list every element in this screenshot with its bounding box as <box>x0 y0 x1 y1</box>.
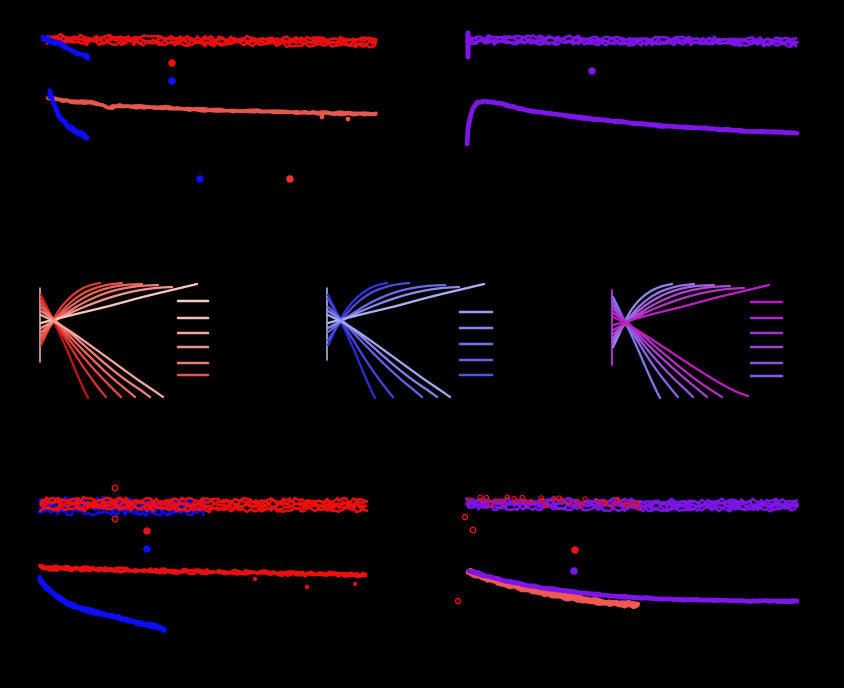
bottom-right-red-scatter-circles <box>504 494 511 501</box>
bottom-right-red-scatter-circles <box>521 498 528 505</box>
top-left-salmon-trace <box>46 96 378 117</box>
bottom-right-red-scatter-circles <box>601 499 607 505</box>
bottom-right-red-scatter-circles <box>499 498 506 504</box>
bottom-right-red-scatter-circles <box>578 502 585 509</box>
bottom-right-purple-noisy-trace <box>466 504 798 513</box>
bottom-right-red-scatter-circles <box>574 498 580 505</box>
bottom-right-red-edge-circle-3 <box>454 597 462 605</box>
panel-mid-center <box>326 281 494 400</box>
top-right-legend-marker-purple <box>588 67 596 75</box>
bottom-right-red-scatter-circles <box>513 498 520 505</box>
bottom-right-red-scatter-circles <box>538 495 545 501</box>
panel-mid-right <box>611 282 784 400</box>
bottom-left-red-outlier-circle-1 <box>111 484 119 492</box>
mid-right-down-curve-6 <box>611 315 750 398</box>
top-left-blue-decay-segment <box>41 38 91 62</box>
top-left-red-noisy-trace <box>45 39 377 49</box>
top-left-blue-decay-curve <box>47 91 90 141</box>
bottom-left-red-noisy-trace <box>39 500 367 509</box>
bottom-right-red-scatter-circles <box>566 499 572 506</box>
bottom-left-legend-marker-red <box>143 527 151 535</box>
top-left-legend2-marker-blue <box>196 175 204 183</box>
bottom-right-red-scatter-circles <box>483 494 490 501</box>
bottom-right-red-scatter-circles <box>492 498 499 504</box>
bottom-left-blue-decay-curve <box>37 575 167 631</box>
panel-top-left <box>41 32 378 183</box>
bottom-right-red-scatter-circles <box>582 496 588 503</box>
panel-bottom-right <box>454 494 800 610</box>
top-right-purple-noisy-trace <box>466 38 799 46</box>
top-left-red-noisy-trace <box>46 34 378 45</box>
bottom-left-red-outlier-circle-2 <box>111 515 119 523</box>
bottom-right-legend-marker-purple <box>570 567 578 575</box>
bottom-right-red-edge-circle-2 <box>469 526 477 534</box>
bottom-right-purple-decay-curve <box>466 568 800 604</box>
bottom-right-red-scatter-circles <box>519 494 526 501</box>
mid-left-down-curve-6 <box>39 313 165 399</box>
bottom-right-red-edge-circle-1 <box>461 513 469 521</box>
bottom-right-red-scatter-circles <box>543 502 549 509</box>
bottom-right-red-scatter-circles <box>594 498 601 505</box>
bottom-right-purple-noisy-trace <box>466 500 799 509</box>
top-left-salmon-outlier-1 <box>319 114 325 120</box>
top-left-salmon-outlier-2 <box>345 116 351 122</box>
bottom-right-red-scatter-circles <box>479 497 486 504</box>
top-right-purple-noisy-trace <box>466 39 798 48</box>
top-left-legend2-marker-red <box>286 175 294 183</box>
bottom-right-salmon-decay-curve <box>465 569 640 610</box>
bottom-right-red-scatter-circles <box>602 500 609 507</box>
bottom-left-blue-decay-curve <box>37 577 167 633</box>
bottom-left-red-outlier-dot-1 <box>252 576 258 582</box>
bottom-left-red-noisy-trace <box>39 502 368 511</box>
bottom-right-red-scatter-circles <box>487 501 494 507</box>
top-left-red-noisy-trace <box>46 32 378 42</box>
panel-top-right <box>464 30 800 147</box>
bottom-left-red-outlier-dot-3 <box>352 581 358 587</box>
bottom-right-red-scatter-circles <box>527 498 534 505</box>
mid-center-up-curve-5 <box>326 282 486 325</box>
bottom-left-legend-marker-blue <box>143 545 151 553</box>
mid-left-up-curve-6 <box>39 282 199 325</box>
bottom-right-red-scatter-circles <box>539 497 545 504</box>
mid-center-down-curve-5 <box>326 313 452 399</box>
bottom-right-legend-marker-red <box>571 546 579 554</box>
mid-right-up-curve-6 <box>611 283 771 327</box>
bottom-right-red-scatter-circles <box>614 497 620 504</box>
bottom-right-red-scatter-circles <box>624 502 630 509</box>
panel-mid-left <box>39 281 210 400</box>
top-right-purple-adapt-curve <box>464 99 800 147</box>
top-left-red-noisy-trace <box>45 36 377 47</box>
bottom-left-red-outlier-dot-2 <box>304 584 310 590</box>
top-left-legend-marker-blue <box>168 77 176 85</box>
bottom-right-red-scatter-circles <box>635 505 642 511</box>
bottom-left-red-noisy-trace-lower <box>38 564 367 579</box>
bottom-right-red-scatter-circles <box>558 497 565 503</box>
bottom-right-red-scatter-circles <box>466 497 472 503</box>
bottom-right-red-scatter-circles <box>609 502 615 509</box>
top-left-legend-marker-red <box>168 59 176 67</box>
bottom-right-red-scatter-circles <box>551 495 557 502</box>
bottom-left-red-noisy-trace <box>39 504 369 514</box>
top-right-purple-noisy-trace <box>464 35 799 45</box>
panel-bottom-left <box>37 484 369 633</box>
